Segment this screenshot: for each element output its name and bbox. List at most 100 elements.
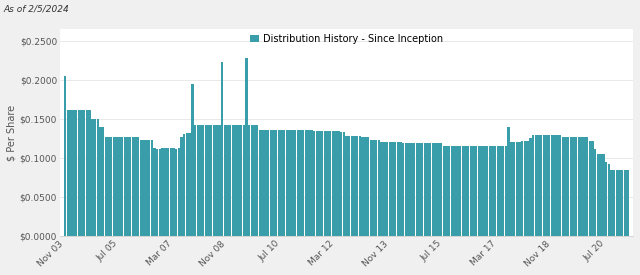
Bar	[278, 130, 280, 236]
Bar	[540, 134, 542, 236]
Bar	[380, 142, 383, 236]
Bar	[386, 142, 388, 236]
Bar	[451, 146, 453, 236]
Bar	[164, 148, 166, 236]
Bar	[137, 137, 140, 236]
Bar	[67, 109, 69, 236]
Bar	[113, 137, 115, 236]
Bar	[502, 146, 504, 236]
Bar	[110, 137, 113, 236]
Bar	[207, 125, 210, 236]
Bar	[143, 140, 145, 236]
Bar	[202, 125, 204, 236]
Bar	[532, 134, 534, 236]
Bar	[167, 148, 169, 236]
Bar	[351, 136, 353, 236]
Bar	[261, 130, 264, 236]
Bar	[248, 125, 250, 236]
Bar	[627, 170, 629, 236]
Bar	[529, 139, 532, 236]
Bar	[150, 140, 153, 236]
Bar	[88, 109, 91, 236]
Bar	[232, 125, 234, 236]
Bar	[129, 137, 131, 236]
Bar	[170, 148, 172, 236]
Bar	[383, 142, 385, 236]
Bar	[75, 109, 77, 236]
Bar	[253, 125, 256, 236]
Bar	[456, 146, 458, 236]
Bar	[348, 136, 350, 236]
Bar	[194, 125, 196, 236]
Bar	[596, 154, 599, 236]
Bar	[605, 162, 607, 236]
Bar	[575, 137, 577, 236]
Bar	[578, 137, 580, 236]
Bar	[256, 125, 259, 236]
Bar	[421, 143, 424, 236]
Bar	[210, 125, 212, 236]
Bar	[186, 133, 188, 236]
Bar	[178, 148, 180, 236]
Bar	[245, 58, 248, 236]
Bar	[397, 142, 399, 236]
Bar	[289, 130, 291, 236]
Bar	[543, 134, 545, 236]
Bar	[499, 146, 502, 236]
Bar	[286, 130, 288, 236]
Legend: Distribution History - Since Inception: Distribution History - Since Inception	[250, 34, 444, 44]
Bar	[621, 170, 623, 236]
Bar	[445, 146, 448, 236]
Bar	[307, 130, 310, 236]
Bar	[191, 84, 193, 236]
Bar	[64, 76, 67, 236]
Bar	[567, 137, 570, 236]
Bar	[321, 131, 323, 236]
Bar	[97, 119, 99, 236]
Bar	[291, 130, 294, 236]
Bar	[332, 131, 334, 236]
Bar	[156, 149, 159, 236]
Bar	[264, 130, 267, 236]
Bar	[121, 137, 124, 236]
Bar	[237, 125, 239, 236]
Bar	[508, 127, 510, 236]
Bar	[221, 62, 223, 236]
Bar	[410, 143, 413, 236]
Bar	[172, 148, 175, 236]
Bar	[159, 149, 161, 236]
Bar	[394, 142, 396, 236]
Bar	[353, 136, 356, 236]
Bar	[161, 148, 164, 236]
Bar	[391, 142, 394, 236]
Text: As of 2/5/2024: As of 2/5/2024	[3, 4, 69, 13]
Bar	[570, 137, 572, 236]
Bar	[472, 146, 475, 236]
Bar	[310, 130, 312, 236]
Bar	[345, 136, 348, 236]
Bar	[483, 146, 486, 236]
Bar	[586, 137, 588, 236]
Bar	[362, 137, 364, 236]
Bar	[470, 146, 472, 236]
Bar	[443, 146, 445, 236]
Bar	[475, 146, 477, 236]
Bar	[524, 141, 526, 236]
Bar	[402, 143, 404, 236]
Bar	[300, 130, 301, 236]
Bar	[426, 143, 429, 236]
Bar	[243, 125, 245, 236]
Bar	[77, 109, 80, 236]
Bar	[132, 137, 134, 236]
Bar	[80, 109, 83, 236]
Bar	[280, 130, 283, 236]
Bar	[275, 130, 277, 236]
Bar	[91, 119, 93, 236]
Bar	[537, 134, 540, 236]
Bar	[429, 143, 431, 236]
Bar	[134, 137, 137, 236]
Bar	[148, 140, 150, 236]
Bar	[313, 131, 316, 236]
Bar	[589, 141, 591, 236]
Bar	[302, 130, 305, 236]
